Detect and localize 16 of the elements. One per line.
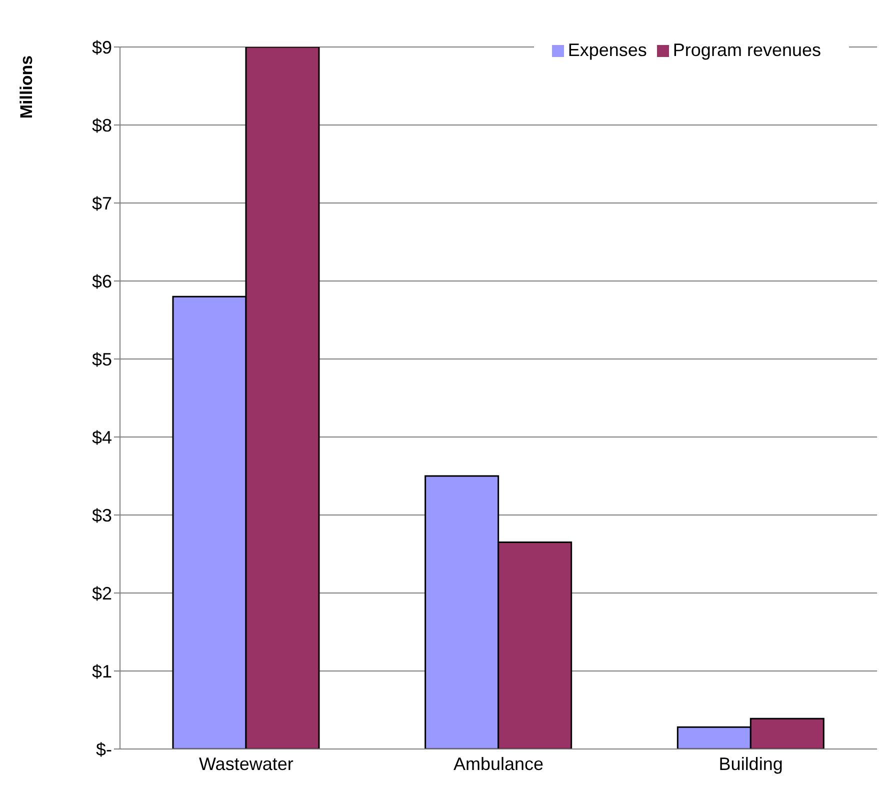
y-tick-label: $3 [92,505,112,526]
legend-label: Expenses [568,40,647,60]
y-tick-label: $5 [92,349,112,370]
y-tick-label: $7 [92,193,112,214]
y-tick-label: $6 [92,271,112,292]
y-tick-label: $9 [92,37,112,58]
x-tick-label: Ambulance [453,754,544,774]
y-tick-label: $- [96,739,112,760]
y-tick-label: $1 [92,661,112,682]
legend-label: Program revenues [672,40,821,60]
y-tick-label: $4 [92,427,112,448]
y-axis-title: Millions [17,55,36,119]
y-tick-label: $2 [92,583,112,604]
x-tick-label: Building [718,754,783,774]
y-tick-label: $8 [92,115,112,136]
x-tick-label: Wastewater [198,754,294,774]
